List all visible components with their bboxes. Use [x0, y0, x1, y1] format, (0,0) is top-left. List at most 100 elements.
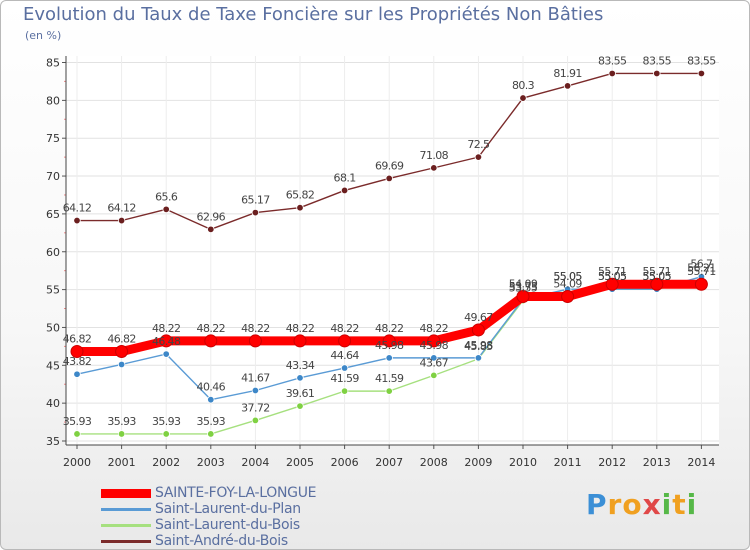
data-point: [73, 430, 81, 438]
data-label: 45.98: [375, 339, 404, 352]
data-label: 43.34: [286, 359, 315, 372]
logo-letter: r: [607, 488, 623, 521]
data-point: [162, 430, 170, 438]
data-point: [340, 387, 349, 395]
logo-letter: i: [661, 488, 673, 521]
data-label: 83.55: [687, 54, 716, 67]
x-tick-label: 2006: [331, 456, 359, 469]
y-tick-label: 85: [46, 57, 60, 70]
y-tick-label: 45: [46, 359, 60, 372]
y-tick-label: 55: [46, 284, 60, 297]
data-label: 65.6: [155, 190, 178, 203]
data-label: 64.12: [63, 202, 92, 215]
data-label: 46.82: [107, 333, 136, 346]
data-point: [296, 402, 304, 410]
data-label: 39.61: [286, 387, 315, 400]
y-tick-label: 35: [46, 435, 60, 448]
data-point: [382, 334, 396, 348]
data-label: 55.05: [553, 270, 582, 283]
data-label: 53.73: [509, 280, 538, 293]
data-label: 46.48: [152, 335, 181, 348]
legend-swatch: [101, 508, 151, 511]
data-point: [338, 334, 352, 348]
data-label: 48.22: [152, 322, 181, 335]
legend-label: Saint-Laurent-du-Plan: [155, 501, 301, 517]
data-point: [162, 205, 170, 214]
data-label: 69.69: [375, 159, 404, 172]
data-label: 35.93: [107, 415, 136, 428]
data-label: 40.46: [197, 381, 226, 394]
data-label: 83.55: [643, 54, 672, 67]
data-point: [296, 374, 304, 382]
proxiti-logo: Proxiti: [586, 488, 697, 521]
data-label: 43.82: [63, 355, 92, 368]
data-label: 62.96: [197, 210, 226, 223]
data-label: 55.71: [643, 265, 672, 278]
data-point: [430, 164, 438, 172]
data-point: [471, 323, 485, 337]
data-point: [516, 289, 530, 303]
data-label: 55.71: [598, 265, 627, 278]
x-tick-label: 2011: [554, 456, 582, 469]
data-label: 56.7: [690, 258, 713, 271]
data-label: 45.98: [420, 339, 449, 352]
data-point: [430, 371, 438, 380]
data-label: 53.55: [509, 282, 538, 295]
logo-letter: t: [672, 488, 687, 521]
data-point: [204, 334, 218, 348]
data-point: [650, 277, 664, 291]
data-point: [207, 395, 215, 404]
data-label: 41.59: [330, 372, 359, 385]
data-label: 48.22: [420, 322, 449, 335]
data-point: [608, 69, 616, 78]
data-label: 55.05: [598, 270, 627, 283]
data-label: 48.22: [375, 322, 404, 335]
data-label: 54.09: [509, 277, 538, 290]
data-point: [117, 360, 126, 369]
data-point: [340, 364, 349, 372]
data-point: [430, 354, 438, 362]
logo-letter: i: [686, 488, 698, 521]
data-point: [296, 203, 304, 212]
legend-label: SAINTE-FOY-LA-LONGUE: [155, 485, 317, 501]
logo-letter: P: [586, 488, 608, 521]
x-tick-label: 2008: [420, 456, 448, 469]
y-tick-label: 65: [46, 208, 60, 221]
data-point: [519, 94, 527, 102]
data-point: [251, 208, 260, 217]
data-point: [427, 334, 441, 348]
data-point: [73, 370, 81, 378]
data-label: 80.3: [512, 79, 535, 92]
data-label: 54.09: [553, 277, 582, 290]
data-label: 83.55: [598, 54, 627, 67]
y-tick-label: 50: [46, 321, 60, 334]
y-tick-label: 40: [46, 397, 60, 410]
x-tick-label: 2012: [598, 456, 626, 469]
data-point: [474, 354, 483, 362]
data-label: 44.64: [330, 349, 359, 362]
data-label: 55.05: [643, 270, 672, 283]
data-point: [340, 186, 349, 195]
data-point: [117, 430, 126, 438]
x-tick-label: 2010: [509, 456, 537, 469]
data-point: [207, 430, 215, 438]
data-label: 45.85: [464, 340, 493, 353]
data-label: 35.93: [63, 415, 92, 428]
data-point: [653, 69, 661, 78]
x-tick-label: 2007: [375, 456, 403, 469]
data-label: 55.71: [687, 265, 716, 278]
data-label: 48.22: [241, 322, 270, 335]
legend-swatch: [101, 524, 151, 527]
chart-title: Evolution du Taux de Taxe Foncière sur l…: [23, 4, 604, 25]
data-point: [162, 350, 170, 358]
data-label: 71.08: [420, 149, 449, 162]
x-tick-label: 2014: [687, 456, 715, 469]
data-point: [159, 334, 173, 348]
data-label: 55.05: [553, 270, 582, 283]
x-tick-label: 2001: [108, 456, 136, 469]
data-label: 48.22: [330, 322, 359, 335]
data-point: [694, 277, 708, 291]
logo-letter: x: [642, 488, 662, 521]
data-label: 68.1: [334, 171, 356, 184]
